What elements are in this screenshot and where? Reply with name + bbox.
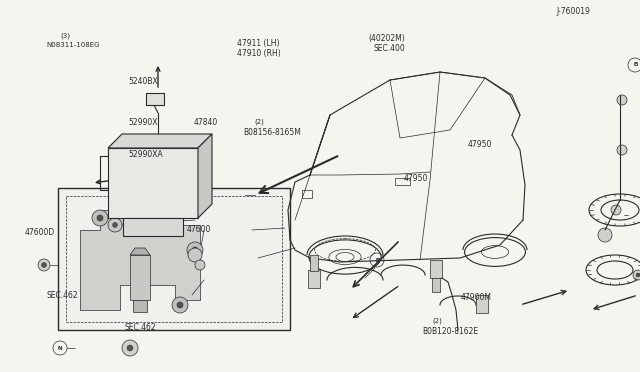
Bar	[146, 93, 164, 105]
Bar	[430, 260, 442, 278]
Circle shape	[177, 302, 183, 308]
Text: B: B	[633, 62, 637, 67]
Text: 47950: 47950	[467, 140, 492, 149]
Text: (3): (3)	[61, 32, 71, 39]
Circle shape	[192, 247, 198, 253]
Text: 47900M: 47900M	[461, 293, 492, 302]
Text: 47910 (RH): 47910 (RH)	[237, 49, 280, 58]
Text: 5240BX: 5240BX	[128, 77, 157, 86]
Circle shape	[42, 263, 47, 267]
Bar	[58, 188, 290, 330]
Circle shape	[92, 210, 108, 226]
Polygon shape	[108, 134, 212, 148]
Circle shape	[122, 340, 138, 356]
Bar	[302, 190, 312, 198]
Bar	[395, 178, 410, 185]
Circle shape	[598, 228, 612, 242]
Text: 47911 (LH): 47911 (LH)	[237, 39, 279, 48]
Text: SEC.400: SEC.400	[373, 44, 405, 53]
Circle shape	[108, 218, 122, 232]
Text: N: N	[58, 346, 62, 350]
Text: N: N	[58, 346, 62, 350]
Bar	[476, 295, 488, 313]
Circle shape	[97, 215, 103, 221]
Circle shape	[636, 273, 640, 277]
Text: B: B	[375, 257, 379, 263]
Text: SEC.462: SEC.462	[125, 323, 156, 332]
Text: 52990XA: 52990XA	[128, 150, 163, 159]
Text: B: B	[633, 62, 637, 67]
Text: 47950: 47950	[403, 174, 428, 183]
Circle shape	[633, 270, 640, 280]
Text: SEC.462: SEC.462	[47, 291, 78, 300]
Bar	[310, 255, 318, 271]
Text: B: B	[375, 257, 379, 263]
Text: (2): (2)	[254, 119, 264, 125]
Text: 47840: 47840	[194, 118, 218, 127]
Circle shape	[187, 242, 203, 258]
Text: (2): (2)	[432, 318, 442, 324]
Bar	[123, 218, 183, 236]
Bar	[133, 300, 147, 312]
Bar	[308, 270, 320, 288]
Polygon shape	[130, 248, 150, 255]
Circle shape	[38, 259, 50, 271]
Text: N08311-108EG: N08311-108EG	[46, 42, 100, 48]
Text: J-760019: J-760019	[557, 7, 591, 16]
Text: (40202M): (40202M)	[369, 34, 405, 43]
Text: 47600: 47600	[187, 225, 211, 234]
Bar	[432, 278, 440, 292]
Polygon shape	[198, 134, 212, 218]
Text: B0B120-8162E: B0B120-8162E	[422, 327, 479, 336]
Bar	[66, 196, 282, 322]
Circle shape	[611, 205, 621, 215]
Text: B08156-8165M: B08156-8165M	[243, 128, 301, 137]
Circle shape	[127, 345, 133, 351]
Circle shape	[617, 145, 627, 155]
Text: 52990X: 52990X	[128, 118, 157, 127]
Polygon shape	[80, 210, 200, 310]
Text: 47600D: 47600D	[24, 228, 54, 237]
Circle shape	[172, 297, 188, 313]
Bar	[108, 148, 198, 218]
Circle shape	[195, 260, 205, 270]
Circle shape	[617, 95, 627, 105]
Bar	[130, 255, 150, 300]
Circle shape	[113, 222, 118, 228]
Circle shape	[188, 248, 202, 262]
